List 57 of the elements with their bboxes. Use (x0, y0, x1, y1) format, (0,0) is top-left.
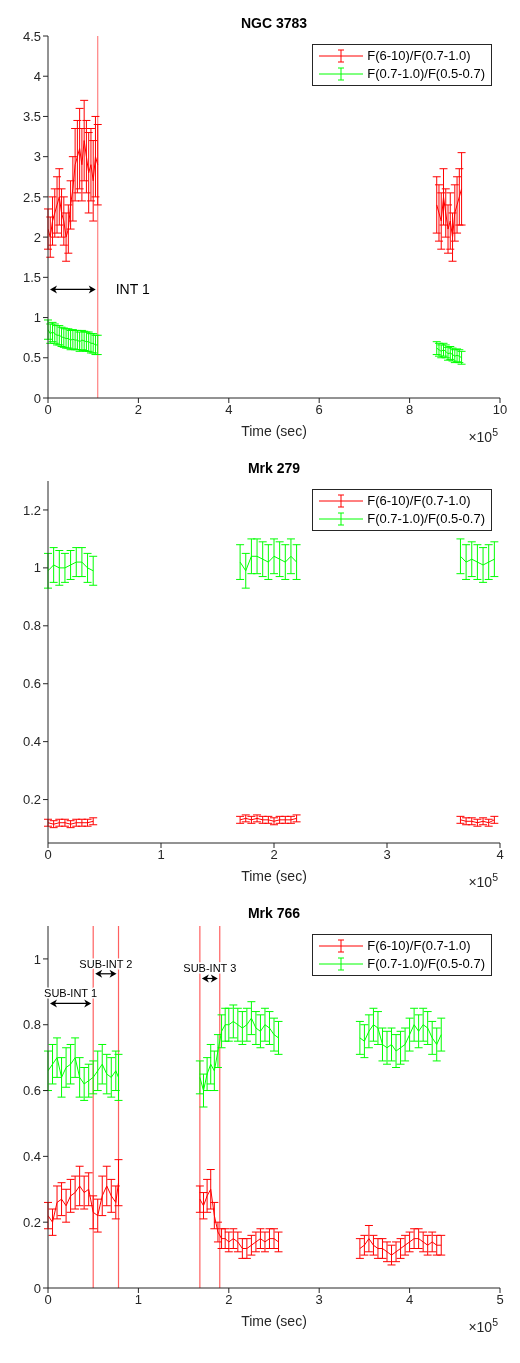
legend-label: F(0.7-1.0)/F(0.5-0.7) (367, 65, 485, 83)
x-tick-label: 5 (496, 1292, 504, 1308)
legend-label: F(0.7-1.0)/F(0.5-0.7) (367, 955, 485, 973)
x-tick-label: 2 (134, 402, 143, 418)
x-tick-label: 4 (225, 402, 233, 418)
x-tick-label: 8 (405, 402, 414, 418)
x-tick-label: 1 (134, 1292, 143, 1308)
x-tick-label: 3 (383, 847, 391, 863)
text: ×10$^{5}$ (468, 871, 499, 890)
y-tick-label: 4 (33, 68, 41, 84)
y-tick-label: 0.8 (22, 618, 41, 634)
x-axis-title: Time (sec) (241, 868, 307, 884)
y-tick-label: 0.8 (22, 1017, 41, 1033)
text: ×10$^{5}$ (468, 1316, 499, 1335)
y-tick-label: 0.4 (22, 734, 41, 750)
x-tick-label: 2 (270, 847, 278, 863)
x-axis-title: Time (sec) (241, 423, 307, 439)
y-tick-label: 4.5 (22, 28, 41, 44)
x-tick-label: 3 (315, 1292, 323, 1308)
y-tick-label: 0.2 (22, 1214, 41, 1230)
chart-title: Mrk 766 (247, 905, 301, 921)
y-tick-label: 1.2 (22, 502, 41, 518)
y-tick-label: 1.5 (22, 269, 41, 285)
annotation: SUB-INT 1 (44, 987, 98, 1000)
text: ×10$^{5}$ (468, 426, 499, 445)
y-tick-label: 3 (33, 149, 41, 165)
y-tick-label: 1 (33, 951, 41, 967)
y-tick-label: 0.6 (22, 1083, 41, 1099)
x-tick-label: 0 (44, 402, 52, 418)
y-tick-label: 1 (33, 310, 41, 326)
x-tick-label: 10 (492, 402, 508, 418)
x-tick-label: 6 (315, 402, 323, 418)
x-tick-label: 1 (157, 847, 165, 863)
y-tick-label: 2.5 (22, 189, 41, 205)
x-tick-label: 0 (44, 847, 52, 863)
legend-label: F(6-10)/F(0.7-1.0) (367, 937, 471, 955)
x-tick-label: 2 (225, 1292, 233, 1308)
legend-label: F(6-10)/F(0.7-1.0) (367, 492, 471, 510)
x-axis-title: Time (sec) (241, 1313, 307, 1329)
x-tick-label: 4 (405, 1292, 414, 1308)
y-tick-label: 0 (33, 1280, 41, 1296)
chart-title: NGC 3783 (240, 15, 308, 31)
x-tick-label: 4 (496, 847, 504, 863)
x-tick-label: 0 (44, 1292, 52, 1308)
y-tick-label: 0 (33, 390, 41, 406)
y-tick-label: 0.5 (22, 350, 41, 366)
annotation: INT 1 (115, 281, 150, 298)
chart-title: Mrk 279 (247, 460, 301, 476)
y-tick-label: 1 (33, 560, 41, 576)
y-tick-label: 0.4 (22, 1148, 41, 1164)
y-tick-label: 2 (33, 229, 41, 245)
y-tick-label: 0.6 (22, 676, 41, 692)
y-tick-label: 3.5 (22, 109, 41, 125)
legend-label: F(0.7-1.0)/F(0.5-0.7) (367, 510, 485, 528)
y-tick-label: 0.2 (22, 792, 41, 808)
annotation: SUB-INT 3 (183, 962, 237, 975)
legend-label: F(6-10)/F(0.7-1.0) (367, 47, 471, 65)
